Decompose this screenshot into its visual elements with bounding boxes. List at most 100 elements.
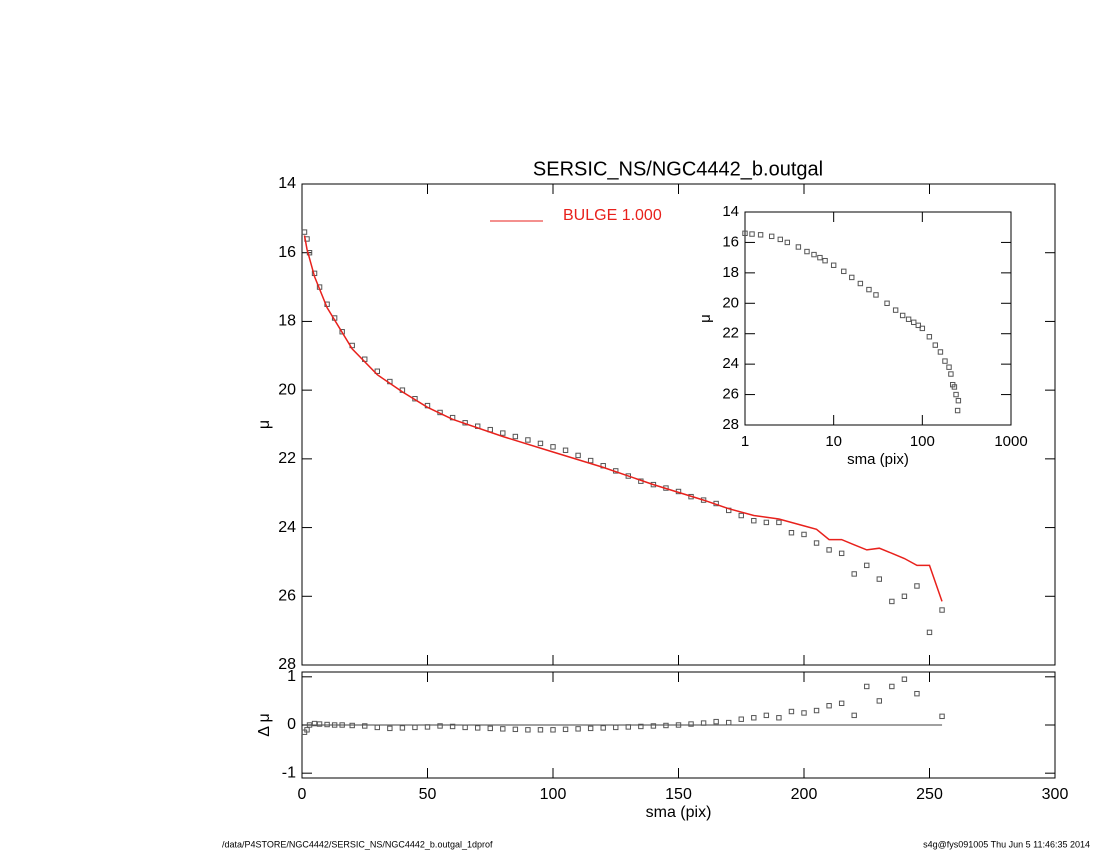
data-point	[777, 236, 783, 243]
data-point	[937, 349, 944, 355]
data-point	[915, 322, 921, 329]
data-point	[939, 713, 945, 720]
data-point	[932, 342, 938, 348]
y-tick-label: 16	[722, 233, 739, 250]
data-point	[776, 715, 782, 721]
data-point	[449, 723, 456, 730]
data-point	[826, 703, 832, 709]
x-tick-label: 150	[665, 786, 692, 803]
data-point	[795, 244, 802, 250]
y-tick-label: 24	[278, 519, 296, 536]
data-point	[324, 721, 330, 728]
footer-left: /data/P4STORE/NGC4442/SERSIC_NS/NGC4442_…	[222, 839, 493, 849]
x-tick-label: 300	[1042, 786, 1069, 803]
y-tick-label: 0	[287, 716, 296, 733]
data-point	[688, 721, 694, 727]
data-point	[349, 722, 355, 729]
data-point	[889, 683, 895, 690]
data-point	[751, 518, 757, 524]
data-point	[751, 715, 757, 721]
data-point	[587, 457, 594, 464]
data-point	[892, 307, 899, 313]
x-tick-label: 1	[741, 433, 749, 450]
data-point	[675, 722, 682, 728]
y-tick-label: 16	[278, 244, 296, 261]
footer-right: s4g@fys091005 Thu Jun 5 11:46:35 2014	[923, 839, 1090, 849]
x-tick-label: 50	[419, 786, 437, 803]
data-point	[948, 371, 954, 377]
y-axis-label: μ	[256, 420, 273, 429]
data-point	[339, 722, 345, 728]
x-tick-label: 250	[916, 786, 943, 803]
legend-label: BULGE 1.000	[563, 207, 662, 224]
data-point	[362, 723, 368, 729]
y-axis-label: μ	[697, 314, 714, 323]
data-point	[899, 312, 906, 319]
data-point	[926, 334, 933, 340]
data-point	[412, 724, 418, 731]
data-point	[738, 716, 744, 722]
data-point	[700, 720, 707, 726]
data-point	[713, 718, 719, 725]
data-point	[942, 358, 948, 364]
y-tick-label: 26	[278, 588, 296, 605]
y-tick-label: 1	[287, 668, 296, 685]
y-tick-label: 20	[278, 381, 296, 398]
data-point	[838, 550, 845, 557]
data-point	[946, 364, 952, 370]
data-point	[876, 698, 882, 704]
data-point	[525, 437, 531, 443]
data-point	[525, 727, 531, 733]
data-point	[813, 707, 820, 714]
model-line	[303, 235, 943, 602]
plot-frame	[744, 211, 1012, 426]
data-point	[873, 292, 879, 298]
y-tick-label: 28	[278, 656, 296, 673]
data-point	[817, 254, 823, 261]
x-tick-label: 10	[825, 433, 842, 450]
data-point	[911, 319, 917, 326]
data-point	[953, 391, 959, 398]
data-point	[638, 723, 644, 730]
y-tick-label: 22	[278, 450, 296, 467]
data-point	[500, 430, 506, 436]
data-point	[512, 433, 519, 440]
data-point	[387, 725, 393, 732]
data-point	[841, 268, 847, 275]
data-point	[749, 231, 755, 237]
data-point	[663, 722, 669, 729]
x-tick-label: 200	[791, 786, 818, 803]
data-point	[811, 251, 817, 258]
x-axis-label: sma (pix)	[847, 451, 909, 468]
data-point	[866, 286, 872, 293]
data-point	[650, 723, 657, 729]
data-point	[801, 710, 807, 716]
data-point	[437, 723, 443, 729]
x-axis-label: sma (pix)	[646, 804, 712, 821]
data-point	[876, 576, 882, 582]
data-point	[955, 397, 962, 404]
y-tick-label: 28	[722, 416, 739, 433]
data-point	[864, 562, 870, 569]
data-point	[575, 726, 581, 732]
y-tick-label: 24	[722, 355, 739, 372]
data-point	[399, 725, 406, 731]
data-point	[914, 583, 920, 589]
data-point	[851, 712, 857, 719]
data-point	[475, 725, 481, 731]
data-point	[919, 325, 926, 332]
data-point	[311, 720, 318, 727]
data-point	[804, 248, 810, 255]
data-point	[857, 280, 864, 287]
data-point	[784, 239, 791, 246]
y-tick-label: 22	[722, 325, 739, 342]
data-point	[788, 708, 795, 715]
y-tick-label: 18	[278, 313, 296, 330]
data-point	[374, 368, 381, 374]
data-point	[537, 440, 544, 447]
y-tick-label: 14	[278, 175, 296, 192]
data-point	[763, 519, 770, 526]
data-point	[726, 719, 732, 726]
data-point	[905, 316, 912, 322]
